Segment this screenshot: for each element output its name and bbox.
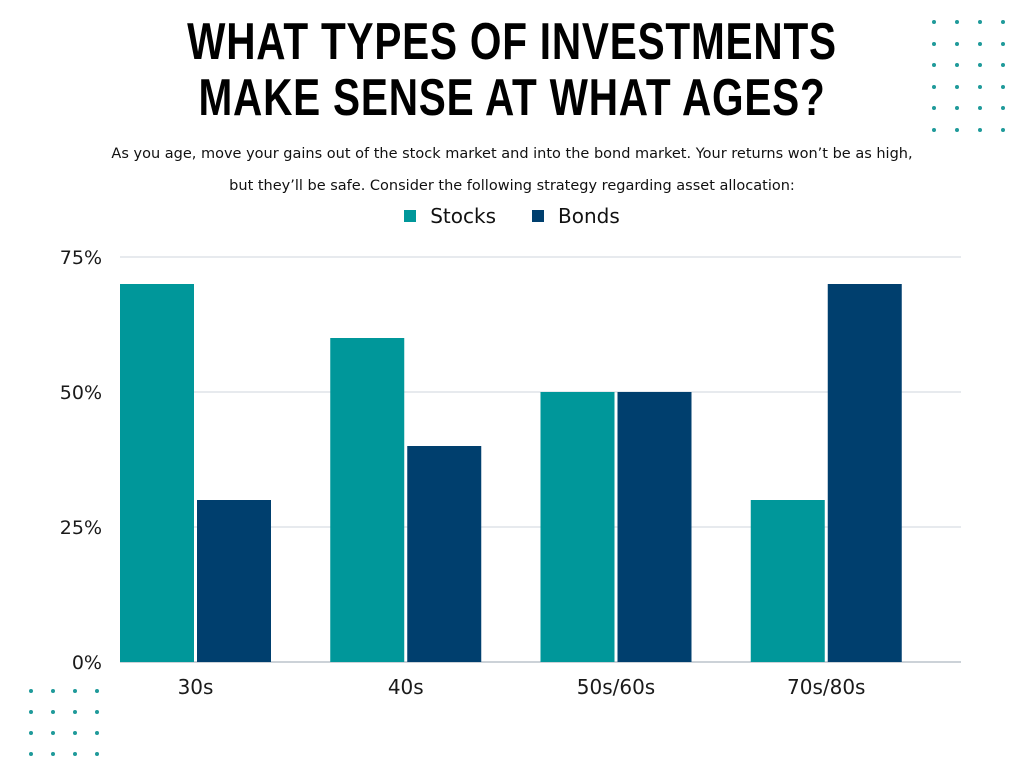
decorative-dot xyxy=(73,752,77,756)
decorative-dot xyxy=(978,20,982,24)
decorative-dot xyxy=(932,41,936,46)
legend-label-stocks: Stocks xyxy=(430,204,497,228)
bar-bonds xyxy=(617,392,692,662)
decorative-dot xyxy=(932,127,936,132)
decorative-dot xyxy=(1001,20,1005,24)
y-tick-label: 75% xyxy=(60,247,102,269)
bar-stocks xyxy=(330,338,405,662)
x-tick-label: 70s/80s xyxy=(787,675,865,699)
decorative-dot xyxy=(51,731,55,735)
decorative-dot xyxy=(29,710,33,714)
decorative-dot xyxy=(95,710,99,714)
chart-legend: Stocks Bonds xyxy=(0,204,1024,228)
decorative-dot xyxy=(978,84,982,89)
decorative-dot xyxy=(51,752,55,756)
title-line-2: MAKE SENSE AT WHAT AGES? xyxy=(198,69,826,127)
bar-stocks xyxy=(540,392,615,662)
decorative-dot xyxy=(978,63,982,67)
decorative-dot xyxy=(73,689,77,693)
decorative-dot xyxy=(1001,63,1005,67)
bar-bonds xyxy=(407,446,482,662)
page-title: WHAT TYPES OF INVESTMENTS MAKE SENSE AT … xyxy=(113,14,912,126)
legend-swatch-stocks xyxy=(404,210,417,222)
decorative-dot xyxy=(1001,84,1005,89)
x-tick-label: 40s xyxy=(388,675,424,699)
decorative-dot xyxy=(955,106,959,110)
decorative-dot xyxy=(978,41,982,46)
decorative-dot xyxy=(978,106,982,110)
decorative-dot xyxy=(95,731,99,735)
decorative-dot xyxy=(978,127,982,132)
y-tick-label: 50% xyxy=(60,382,102,404)
decorative-dot xyxy=(95,689,99,693)
y-tick-label: 25% xyxy=(60,517,102,539)
decorative-dot xyxy=(955,127,959,132)
decorative-dot xyxy=(1001,41,1005,46)
decorative-dot xyxy=(73,731,77,735)
x-tick-label: 30s xyxy=(178,675,214,699)
decorative-dot xyxy=(29,752,33,756)
title-line-1: WHAT TYPES OF INVESTMENTS xyxy=(187,13,837,71)
bar-stocks xyxy=(120,284,194,662)
bar-stocks xyxy=(750,500,825,662)
decorative-dot xyxy=(29,731,33,735)
bar-bonds xyxy=(827,284,902,662)
decorative-dot xyxy=(955,41,959,46)
decorative-dot xyxy=(932,20,936,24)
decorative-dot xyxy=(51,689,55,693)
decorative-dot xyxy=(29,689,33,693)
decorative-dot xyxy=(73,710,77,714)
subtitle: As you age, move your gains out of the s… xyxy=(111,146,913,194)
decorative-dot xyxy=(1001,127,1005,132)
legend-label-bonds: Bonds xyxy=(558,204,620,228)
x-tick-label: 50s/60s xyxy=(577,675,655,699)
decorative-dot xyxy=(955,63,959,67)
decorative-dot xyxy=(932,106,936,110)
decorative-dot xyxy=(932,63,936,67)
decorative-dot xyxy=(932,84,936,89)
y-tick-label: 0% xyxy=(72,652,102,674)
decorative-dot xyxy=(955,20,959,24)
decorative-dot xyxy=(1001,106,1005,110)
legend-swatch-bonds xyxy=(532,210,545,222)
decorative-dot xyxy=(51,710,55,714)
legend-item-stocks: Stocks xyxy=(404,204,496,228)
legend-item-bonds: Bonds xyxy=(532,204,620,228)
bar-bonds xyxy=(197,500,271,662)
decorative-dot xyxy=(95,752,99,756)
decorative-dot xyxy=(955,84,959,89)
